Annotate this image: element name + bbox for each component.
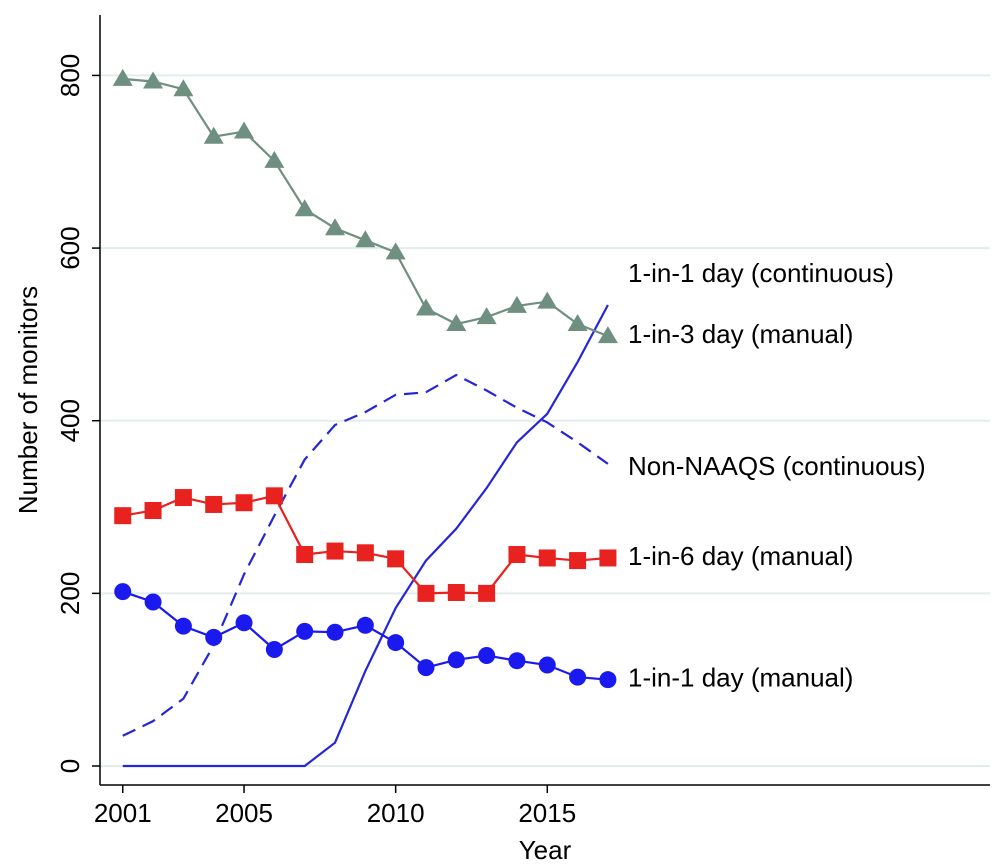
marker (326, 542, 344, 560)
marker (478, 647, 496, 665)
marker (538, 549, 556, 567)
marker (265, 487, 283, 505)
marker (567, 314, 588, 332)
marker (325, 218, 346, 236)
marker (296, 546, 314, 564)
marker (387, 634, 405, 652)
marker (114, 507, 132, 525)
series-line (122, 304, 609, 768)
marker (415, 298, 436, 316)
marker (265, 640, 283, 658)
marker (294, 199, 315, 217)
marker (143, 71, 164, 89)
x-tick-label: 2005 (215, 798, 273, 828)
y-tick-label: 600 (55, 226, 85, 269)
y-axis-label: Number of monitors (13, 286, 43, 514)
marker (599, 549, 617, 567)
series-label: 1-in-3 day (manual) (628, 319, 853, 349)
marker (569, 552, 587, 570)
series-label: Non-NAAQS (continuous) (628, 451, 926, 481)
marker (205, 495, 223, 513)
marker (114, 583, 132, 601)
y-tick-label: 400 (55, 399, 85, 442)
y-tick-label: 0 (55, 759, 85, 773)
marker (417, 584, 435, 602)
marker (235, 614, 253, 632)
x-tick-label: 2010 (367, 798, 425, 828)
marker (537, 291, 558, 309)
marker (174, 489, 192, 507)
series-label: 1-in-1 day (manual) (628, 663, 853, 693)
marker (447, 584, 465, 601)
marker (508, 652, 526, 670)
marker (387, 550, 405, 568)
marker (356, 616, 374, 634)
marker (599, 671, 617, 689)
series-label: 1-in-1 day (continuous) (628, 258, 894, 288)
marker (173, 79, 194, 97)
marker (417, 659, 435, 677)
marker (296, 622, 314, 640)
marker (538, 656, 556, 674)
x-tick-label: 2015 (518, 798, 576, 828)
marker (569, 668, 587, 686)
series-label: 1-in-6 day (manual) (628, 541, 853, 571)
marker (446, 314, 467, 332)
x-tick-label: 2001 (94, 798, 152, 828)
marker (476, 307, 497, 325)
series-line (122, 373, 609, 737)
marker (597, 326, 618, 344)
series-line (122, 77, 609, 338)
y-tick-label: 800 (55, 54, 85, 97)
marker (385, 242, 406, 260)
marker (205, 628, 223, 646)
marker (264, 150, 285, 168)
y-tick-label: 200 (55, 572, 85, 615)
series-line (122, 590, 609, 681)
marker (356, 544, 374, 562)
marker (144, 501, 162, 519)
marker (447, 651, 465, 669)
marker (235, 494, 253, 512)
marker (203, 126, 224, 144)
marker (112, 68, 133, 86)
marker (355, 230, 376, 248)
marker (144, 593, 162, 611)
marker (234, 121, 255, 139)
x-axis-label: Year (519, 835, 572, 865)
marker (326, 623, 344, 641)
marker (506, 295, 527, 313)
marker (508, 546, 526, 564)
marker (478, 584, 496, 602)
marker (174, 617, 192, 635)
